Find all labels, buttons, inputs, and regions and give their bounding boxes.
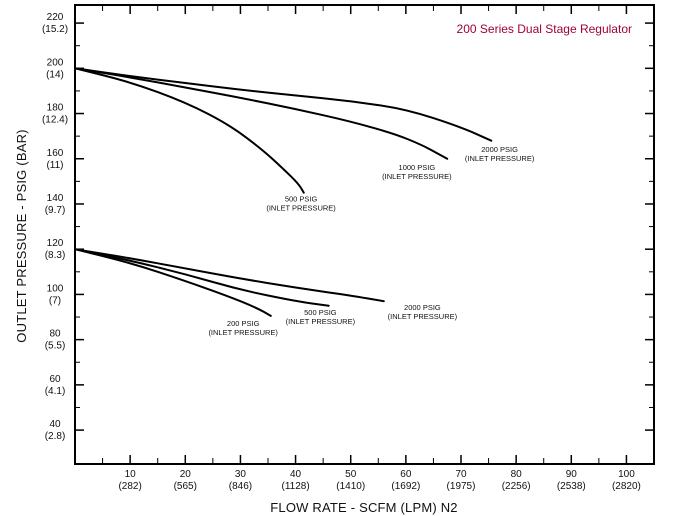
curve-2 (74, 67, 493, 142)
x-tick-sublabel: (846) (229, 481, 252, 492)
y-tick-sublabel: (2.8) (45, 431, 66, 442)
curve-label-sub: (INLET PRESSURE) (286, 317, 356, 326)
curve-label: 2000 PSIG (404, 303, 441, 312)
y-tick-sublabel: (14) (46, 69, 64, 80)
curve-label: 200 PSIG (227, 319, 260, 328)
y-tick-sublabel: (7) (49, 295, 61, 306)
plot-frame (74, 4, 655, 465)
curve-label: 1000 PSIG (399, 163, 436, 172)
x-tick-label: 70 (455, 469, 467, 480)
curve-0 (74, 67, 305, 194)
curve-label-sub: (INLET PRESSURE) (266, 204, 336, 213)
y-tick-sublabel: (11) (46, 160, 63, 171)
curve-label-sub: (INLET PRESSURE) (465, 154, 535, 163)
y-tick-label: 80 (49, 329, 61, 340)
x-tick-label: 30 (235, 469, 247, 480)
y-tick-label: 200 (47, 57, 64, 68)
x-axis-label: FLOW RATE - SCFM (LPM) N2 (270, 500, 457, 515)
y-tick-sublabel: (5.5) (45, 341, 66, 352)
y-tick-label: 120 (47, 238, 64, 249)
y-tick-sublabel: (15.2) (42, 24, 68, 35)
curve-label: 2000 PSIG (481, 145, 518, 154)
y-tick-label: 40 (49, 419, 61, 430)
y-tick-label: 160 (47, 148, 64, 159)
curve-label-sub: (INLET PRESSURE) (208, 328, 278, 337)
tick-labels-group: 40(2.8)60(4.1)80(5.5)100(7)120(8.3)140(9… (42, 12, 641, 492)
y-tick-sublabel: (9.7) (45, 205, 66, 216)
x-tick-sublabel: (282) (118, 481, 141, 492)
x-tick-label: 90 (566, 469, 578, 480)
chart-title: 200 Series Dual Stage Regulator (457, 22, 632, 36)
curve-4 (74, 248, 330, 307)
x-tick-sublabel: (1975) (447, 481, 476, 492)
x-tick-sublabel: (1692) (391, 481, 420, 492)
y-tick-label: 180 (47, 103, 64, 114)
x-tick-sublabel: (565) (174, 481, 197, 492)
y-axis-label: OUTLET PRESSURE - PSIG (BAR) (14, 129, 29, 342)
y-tick-label: 60 (49, 374, 61, 385)
x-tick-sublabel: (2538) (557, 481, 586, 492)
curve-label: 500 PSIG (285, 195, 318, 204)
curve-label-sub: (INLET PRESSURE) (382, 172, 452, 181)
x-tick-sublabel: (2256) (502, 481, 531, 492)
y-tick-sublabel: (12.4) (42, 115, 68, 126)
y-tick-sublabel: (8.3) (45, 250, 66, 261)
x-tick-label: 10 (125, 469, 137, 480)
curve-label-sub: (INLET PRESSURE) (388, 312, 458, 321)
x-tick-label: 20 (180, 469, 192, 480)
curves-group (74, 67, 493, 317)
x-tick-label: 100 (618, 469, 635, 480)
curve-3 (74, 248, 272, 317)
x-tick-sublabel: (2820) (612, 481, 641, 492)
x-tick-label: 40 (290, 469, 302, 480)
x-tick-label: 80 (511, 469, 523, 480)
y-tick-sublabel: (4.1) (45, 386, 66, 397)
y-tick-label: 220 (47, 12, 64, 23)
curve-labels-group: 500 PSIG(INLET PRESSURE)1000 PSIG(INLET … (208, 145, 534, 337)
curve-5 (74, 248, 385, 303)
curve-1 (74, 67, 449, 160)
y-tick-label: 100 (47, 283, 64, 294)
x-tick-label: 50 (345, 469, 357, 480)
x-tick-sublabel: (1410) (336, 481, 365, 492)
axis-ticks (75, 5, 655, 464)
x-tick-label: 60 (400, 469, 412, 480)
y-tick-label: 140 (47, 193, 64, 204)
x-tick-sublabel: (1128) (281, 481, 309, 492)
curve-label: 500 PSIG (304, 308, 337, 317)
